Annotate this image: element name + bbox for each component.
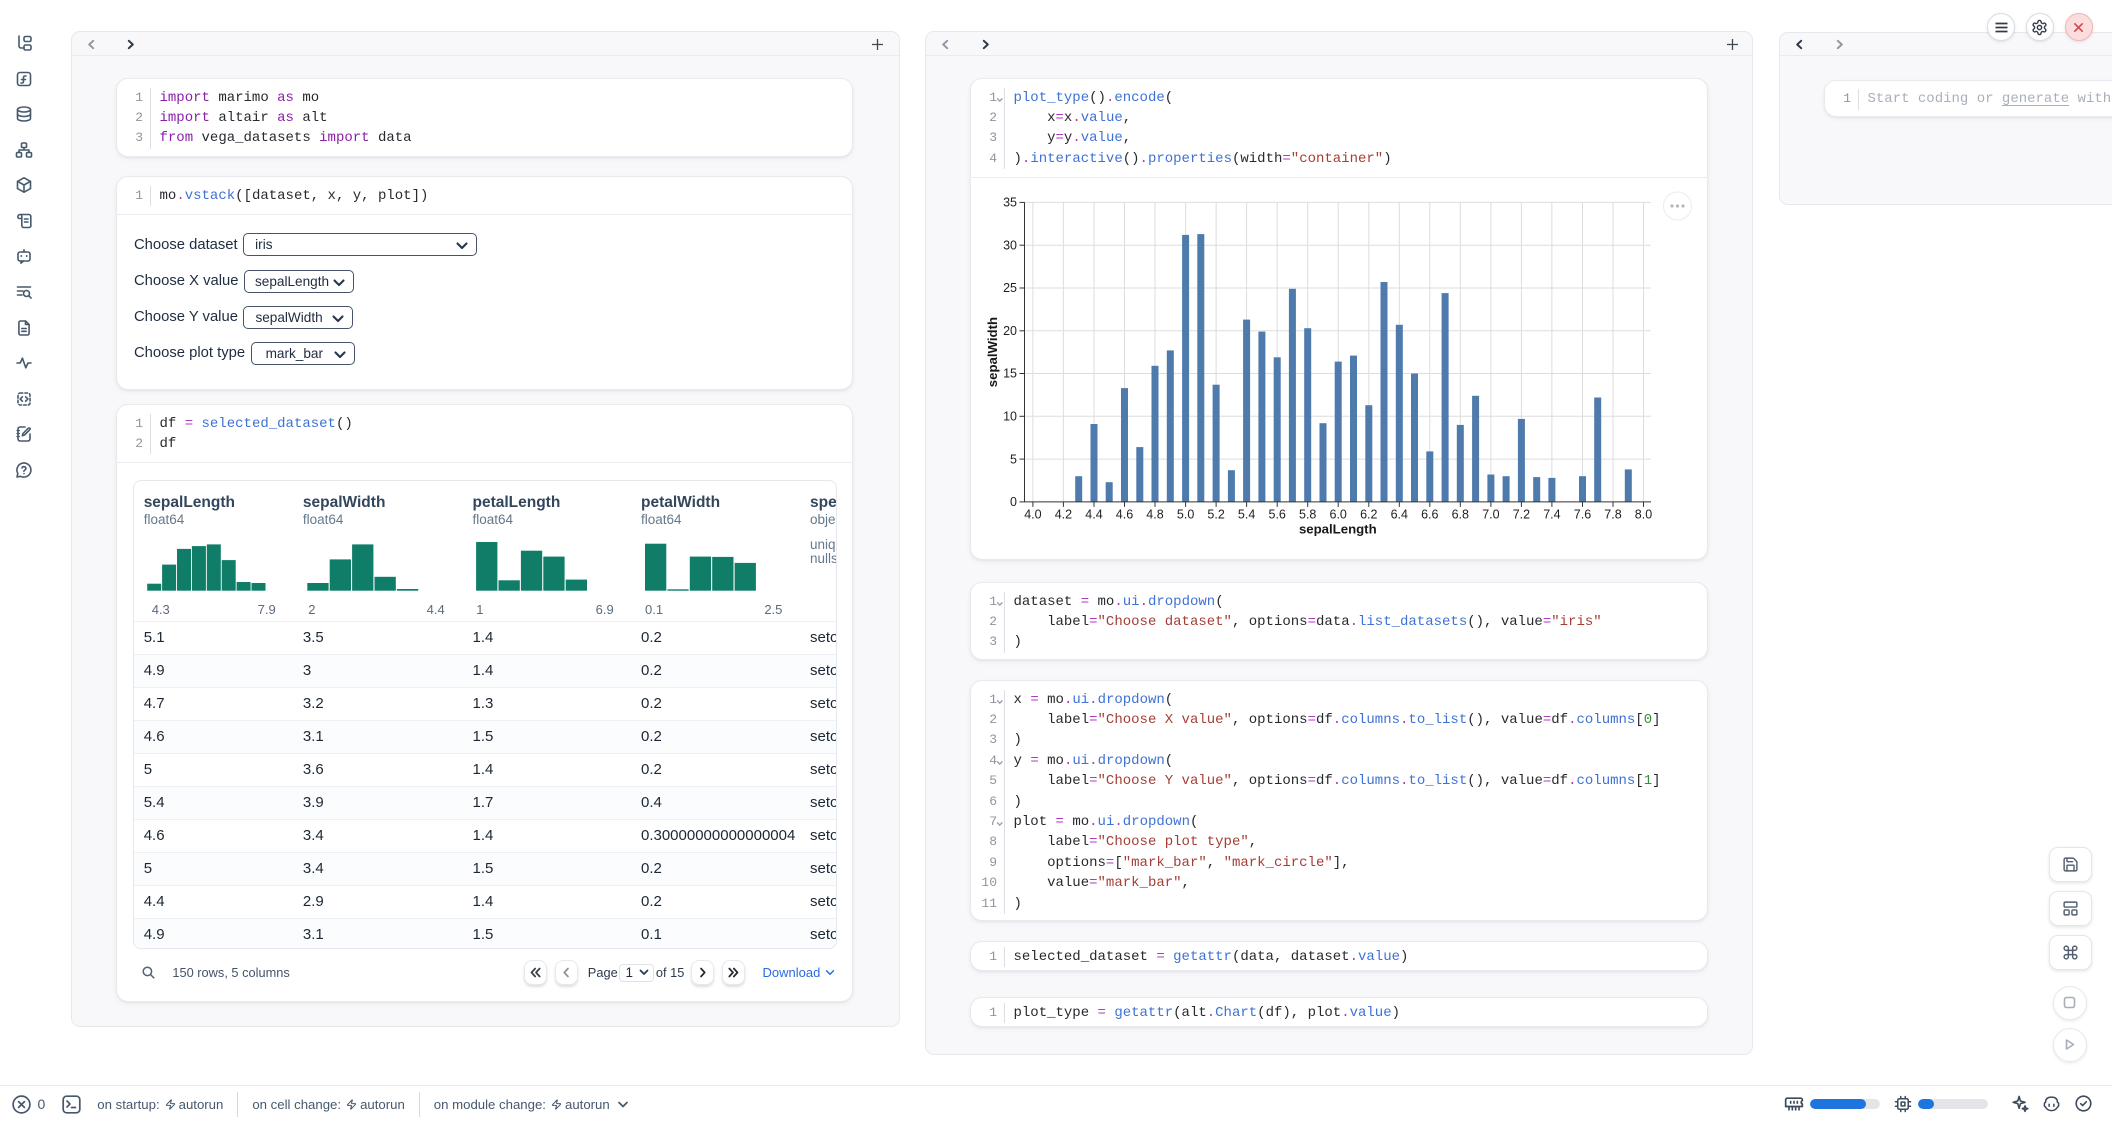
svg-text:15: 15	[1003, 366, 1017, 380]
svg-text:6.2: 6.2	[1360, 507, 1377, 521]
svg-text:7.4: 7.4	[1543, 507, 1560, 521]
svg-text:7.0: 7.0	[1482, 507, 1499, 521]
svg-text:8.0: 8.0	[1635, 507, 1652, 521]
svg-text:5: 5	[1010, 452, 1017, 466]
svg-text:4.0: 4.0	[1024, 507, 1041, 521]
svg-text:sepalWidth: sepalWidth	[985, 317, 1000, 387]
svg-text:5.8: 5.8	[1299, 507, 1316, 521]
svg-text:0: 0	[1010, 495, 1017, 509]
svg-text:5.4: 5.4	[1238, 507, 1255, 521]
svg-text:6.8: 6.8	[1452, 507, 1469, 521]
svg-text:25: 25	[1003, 281, 1017, 295]
svg-text:7.6: 7.6	[1574, 507, 1591, 521]
svg-text:7.2: 7.2	[1513, 507, 1530, 521]
svg-text:5.0: 5.0	[1177, 507, 1194, 521]
svg-text:4.2: 4.2	[1055, 507, 1072, 521]
svg-text:4.8: 4.8	[1146, 507, 1163, 521]
svg-text:6.6: 6.6	[1421, 507, 1438, 521]
svg-text:30: 30	[1003, 238, 1017, 252]
svg-text:4.4: 4.4	[1085, 507, 1102, 521]
svg-text:5.2: 5.2	[1207, 507, 1224, 521]
svg-text:10: 10	[1003, 409, 1017, 423]
svg-text:6.0: 6.0	[1330, 507, 1347, 521]
svg-text:5.6: 5.6	[1269, 507, 1286, 521]
svg-text:4.6: 4.6	[1116, 507, 1133, 521]
svg-text:6.4: 6.4	[1391, 507, 1408, 521]
svg-text:35: 35	[1003, 195, 1017, 209]
svg-text:7.8: 7.8	[1604, 507, 1621, 521]
svg-text:sepalLength: sepalLength	[1299, 521, 1377, 536]
svg-text:20: 20	[1003, 324, 1017, 338]
